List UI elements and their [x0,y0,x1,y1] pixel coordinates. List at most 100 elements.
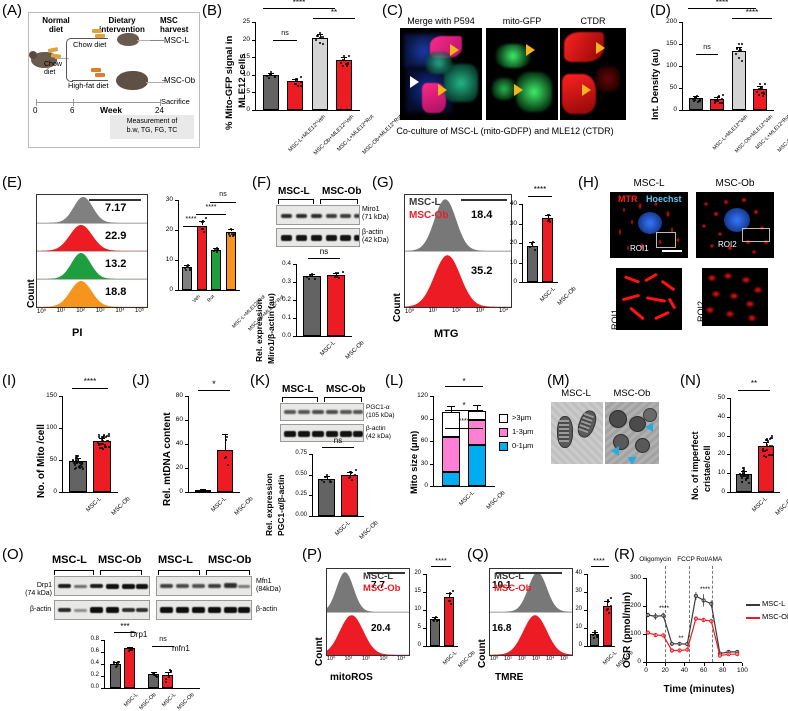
flow-legend-mscob: MSC-Ob [409,210,449,221]
data-point [99,446,102,449]
bar [335,60,352,110]
data-point [106,434,109,437]
data-point [204,217,207,220]
panel-h-roi1-overlay-label: ROI1 [630,244,649,253]
panel-a-branch-bracket [66,38,73,82]
y-tick [584,610,587,611]
data-point [697,100,700,103]
panel-c-title-merge: Merge with P594 [407,16,475,26]
data-point [197,490,200,493]
data-point [293,82,296,85]
data-point [107,435,110,438]
panel-o-bracket-3 [158,570,200,575]
y-tick [430,486,433,487]
bar [302,276,321,336]
y-tick-label: 15 [414,588,421,594]
panel-h-image-mscl: MTR Hoechst ROI1 [610,192,688,258]
data-point [736,47,739,50]
data-point [342,59,345,62]
flow-value-label: 10.1 [492,579,512,591]
data-point [714,102,717,105]
y-axis [682,22,683,110]
y-tick [423,592,426,593]
y-tick-label: 20 [717,450,725,458]
injection-line [689,566,691,662]
bar [590,634,600,646]
error-bar [449,593,450,598]
sig-line-2 [445,410,483,411]
data-point [104,446,107,449]
y-tick [423,628,426,629]
bar [318,478,335,516]
data-point [607,599,610,602]
error-cap [756,86,763,88]
data-point [117,661,120,664]
data-point [748,481,751,484]
y-tick-label: 10 [575,624,582,630]
data-point [269,72,272,75]
data-point [607,600,610,603]
data-point [347,63,350,66]
error-bar [744,470,745,474]
y-tick-label: 25 [242,18,250,25]
panel-m-title-mscl: MSC-L [561,388,591,399]
y-tick-label: 0.4 [90,660,99,666]
error-cap [99,438,106,440]
panel-k-bracket-1 [282,397,318,402]
data-point [762,91,765,94]
x-tick-label: 80 [719,667,727,674]
panel-c-image-mitogfp [486,28,558,120]
flow-row [490,569,572,612]
data-point [155,675,158,678]
flow-row [405,251,511,307]
panel-b-chart: 0 5 10 15 20 25 MSC-L+MLE12^Veh MSC-Ob+MLE12^Ve… [243,0,403,156]
data-point [213,250,216,253]
data-point [432,618,434,621]
data-point [200,489,203,492]
bar [731,51,746,110]
data-point [436,619,439,622]
data-point [215,249,218,252]
panel-o-blot1-header-1: MSC-L [52,554,87,566]
category-label: MSC-Ob [774,496,788,517]
error-cap [164,671,171,673]
flow-gate-marker [89,199,141,201]
data-point [450,602,453,605]
sig-line-3 [445,428,483,429]
panel-f: (F) MSC-L MSC-Ob Miro1 (71 kDa) β-actin … [250,172,389,368]
data-point [228,232,231,235]
panel-f-blot-label-actin: β-actin (42 kDa) [362,229,389,245]
y-tick [59,428,62,429]
panel-a: (A) Normal diet Dietary intervention MSC… [0,0,200,170]
x-tick-label: 0 [644,667,648,674]
data-point [76,454,79,457]
panel-a-branch-line-bottom [72,80,108,81]
flow-legend-mscob: MSC-Ob [363,583,401,594]
legend-label: 1-3μm [512,427,534,436]
panel-i: (I) No. of Mito /cell 0 50 100 150 MSC-L MSC-… [0,370,132,542]
mouse-icon-obese [116,71,148,90]
data-point [112,662,115,665]
y-tick-label: 40 [717,412,725,420]
data-point [107,433,110,436]
data-point [769,437,772,440]
panel-q-label: (Q) [467,546,489,563]
data-point [548,221,551,224]
sig-annotation: **** [715,0,729,7]
data-point [335,272,338,275]
data-point [763,82,766,85]
blot-label-k-actin: β-actin [366,425,386,432]
panel-c-caption: Co-culture of MSC-L (mito-GDFP) and MLE1… [396,126,614,136]
panel-a-heading-normal-diet: Normal diet [32,16,80,34]
data-point [184,267,187,270]
panel-o-bracket-4 [206,570,250,575]
bar [311,37,328,110]
injection-label: FCCP [677,556,695,563]
y-tick-label: 20 [414,570,421,576]
chow-label-1: Chow [44,61,62,68]
y-tick-label: 10 [165,256,173,263]
data-point [770,453,773,456]
data-point [770,437,773,440]
data-point [215,251,218,254]
arrowhead-icon-yellow-5 [596,42,605,54]
